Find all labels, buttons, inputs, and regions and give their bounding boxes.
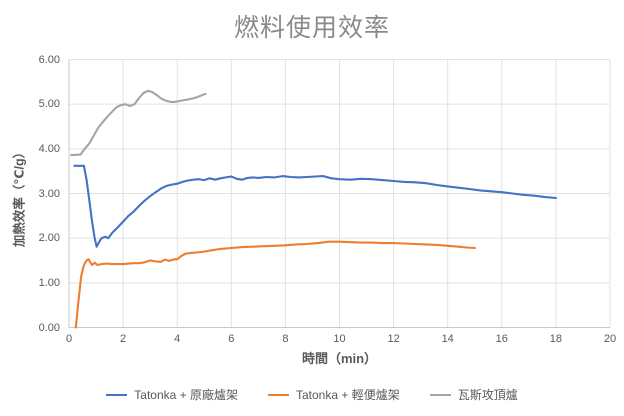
x-tick-label: 4 <box>174 333 181 345</box>
y-axis-title: 加熱效率（℃/g） <box>12 145 27 248</box>
chart-title: 燃料使用效率 <box>233 14 390 42</box>
legend-line-swatch <box>106 393 128 396</box>
y-tick-label: 5.00 <box>38 98 60 111</box>
y-tick-label: 6.00 <box>38 53 60 66</box>
legend-item: Tatonka + 原廠爐架 <box>106 386 238 403</box>
x-tick-label: 10 <box>333 333 346 345</box>
x-tick-label: 14 <box>441 333 454 345</box>
legend-item: 瓦斯攻頂爐 <box>429 386 518 403</box>
series-line <box>70 89 207 157</box>
legend-item: Tatonka + 輕便爐架 <box>267 386 400 403</box>
x-tick-label: 12 <box>387 333 400 345</box>
x-axis-title: 時間（min） <box>301 351 378 366</box>
x-tick-label: 2 <box>120 333 127 345</box>
legend-label: Tatonka + 輕便爐架 <box>295 388 400 402</box>
y-tick-label: 0.00 <box>38 321 60 334</box>
legend-line-swatch <box>267 393 289 396</box>
plot-area <box>68 59 611 329</box>
x-tick-label: 8 <box>282 333 289 345</box>
x-tick-label: 6 <box>228 333 235 345</box>
legend-label: Tatonka + 原廠爐架 <box>134 388 238 402</box>
y-tick-label: 1.00 <box>38 276 60 289</box>
y-tick-label: 3.00 <box>38 187 60 200</box>
legend-label: 瓦斯攻頂爐 <box>457 388 518 402</box>
x-tick-label: 16 <box>495 333 508 345</box>
y-tick-label: 4.00 <box>38 142 60 155</box>
series-line <box>73 164 557 248</box>
x-tick-label: 18 <box>549 333 563 345</box>
legend-line-swatch <box>429 393 451 396</box>
x-tick-label: 20 <box>603 333 617 345</box>
chart-legend: Tatonka + 原廠爐架 Tatonka + 輕便爐架 瓦斯攻頂爐 <box>0 386 624 403</box>
y-tick-label: 2.00 <box>38 232 60 245</box>
series-line <box>74 240 476 329</box>
x-tick-label: 0 <box>65 333 73 345</box>
